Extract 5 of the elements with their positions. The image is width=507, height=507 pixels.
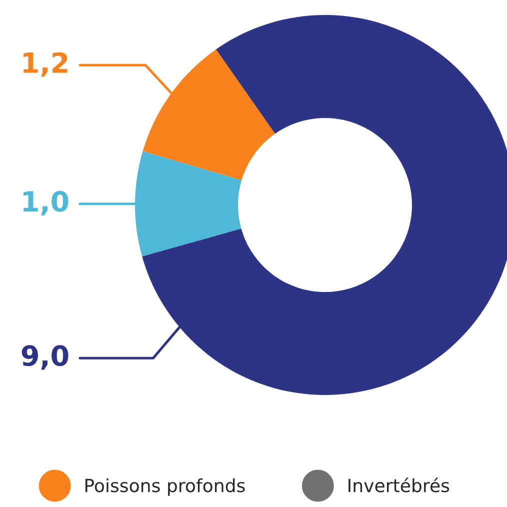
data-label: 9,0 [22, 345, 68, 370]
data-label: 1,2 [24, 52, 68, 77]
data-label: 1,0 [24, 190, 68, 216]
legend-label: Invertébrés [348, 478, 450, 492]
legend-label: Poissons profonds [85, 478, 245, 496]
